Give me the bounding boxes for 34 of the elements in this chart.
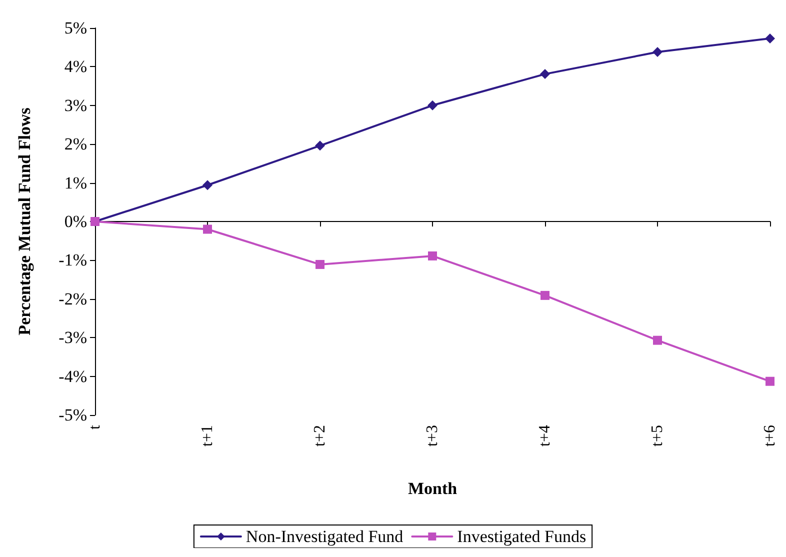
point (202, 180, 212, 190)
point (766, 376, 774, 386)
y-tick-label: -5% (58, 406, 87, 424)
x-tick-label: t (86, 424, 104, 430)
point (540, 290, 550, 300)
y-tick-label: -1% (58, 250, 87, 270)
point (316, 260, 324, 269)
point (203, 224, 212, 234)
y-tick-label: 1% (64, 173, 87, 192)
point (653, 336, 662, 345)
y-tick-label: -2% (58, 289, 87, 308)
x-tick-label: t+5 (649, 425, 666, 446)
y-tick-label: 4% (64, 57, 87, 76)
legend-label: Non-Investigated Fund (246, 527, 404, 546)
x-tick-label: t+4 (536, 425, 554, 446)
x-tick-label: t+1 (199, 425, 216, 446)
y-axis-title: Percentage Mutual Fund Flows (15, 107, 34, 336)
x-tick-label: t+2 (312, 425, 328, 446)
y-tick-label: 2% (64, 134, 87, 154)
y-tick-label: 3% (64, 96, 87, 115)
point (428, 100, 438, 110)
point (315, 140, 325, 151)
point (540, 69, 550, 80)
x-tick-label: t+6 (762, 425, 778, 446)
x-tick-label: t+3 (424, 425, 441, 446)
legend-label: Investigated Funds (457, 527, 586, 546)
point (652, 46, 662, 57)
point (428, 251, 437, 260)
x-axis-title: Month (408, 479, 458, 498)
y-tick-label: -3% (58, 328, 87, 348)
y-tick-label: -4% (58, 366, 87, 386)
y-tick-label: 0% (64, 212, 87, 231)
y-tick-label: 5% (64, 18, 87, 38)
point (765, 33, 775, 44)
